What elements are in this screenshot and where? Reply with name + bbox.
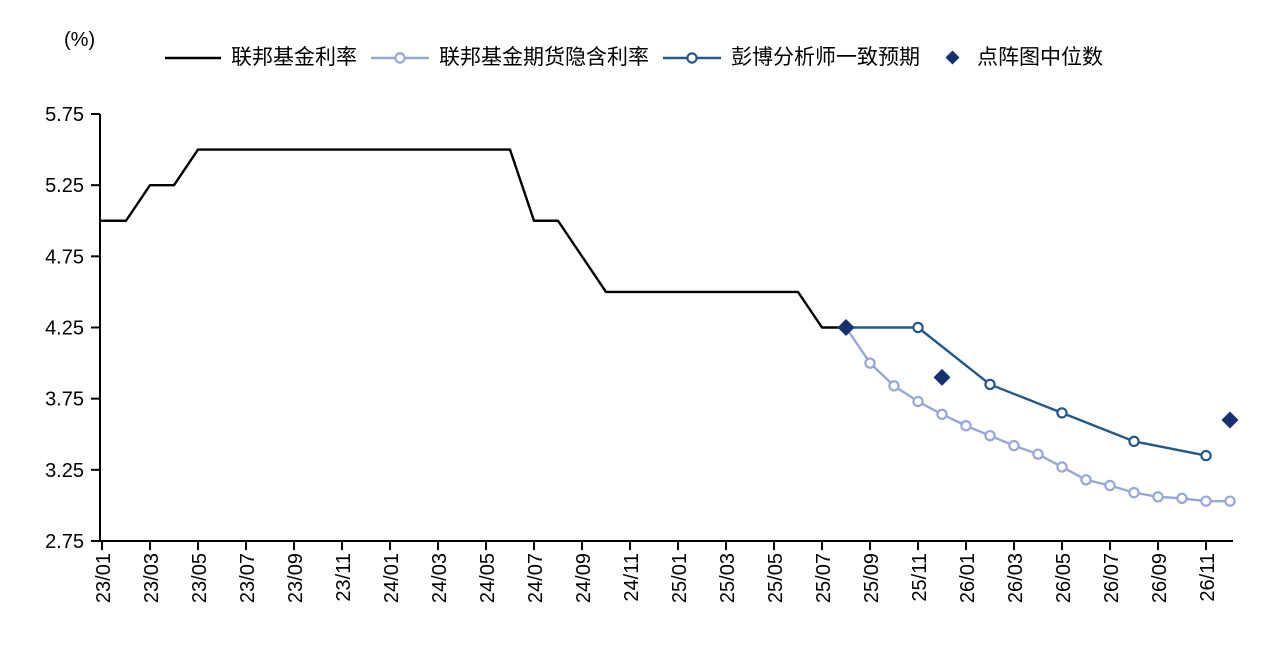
svg-text:5.75: 5.75 (45, 104, 84, 126)
svg-text:3.25: 3.25 (45, 460, 84, 482)
svg-text:24/09: 24/09 (573, 553, 595, 603)
svg-text:2.75: 2.75 (45, 531, 84, 553)
legend-item-futures-implied-rate: 联邦基金期货隐含利率 (370, 47, 649, 68)
legend-item-fed-funds-rate: 联邦基金利率 (164, 47, 357, 68)
legend-item-analyst-consensus: 彭博分析师一致预期 (662, 47, 920, 68)
svg-text:26/09: 26/09 (1149, 553, 1171, 603)
svg-text:23/09: 23/09 (285, 553, 307, 603)
svg-text:25/01: 25/01 (669, 553, 691, 603)
svg-text:4.25: 4.25 (45, 318, 84, 340)
legend-label-dot-plot-median: 点阵图中位数 (977, 46, 1103, 69)
svg-text:25/03: 25/03 (717, 553, 739, 603)
svg-text:5.25: 5.25 (45, 175, 84, 197)
light-blue-line-circle-swatch (371, 51, 429, 64)
svg-text:23/07: 23/07 (237, 553, 259, 603)
legend-label-analyst-consensus: 彭博分析师一致预期 (731, 46, 920, 69)
svg-text:24/11: 24/11 (621, 553, 643, 602)
svg-text:23/11: 23/11 (333, 553, 355, 602)
y-axis-unit-label: (%) (64, 29, 96, 51)
svg-text:26/01: 26/01 (957, 553, 979, 603)
svg-text:24/03: 24/03 (429, 553, 451, 603)
svg-text:26/03: 26/03 (1005, 553, 1027, 603)
svg-text:23/03: 23/03 (141, 553, 163, 603)
svg-text:24/07: 24/07 (525, 553, 547, 603)
svg-text:24/01: 24/01 (381, 553, 403, 603)
svg-text:23/01: 23/01 (93, 553, 115, 603)
svg-text:4.75: 4.75 (45, 246, 84, 268)
legend-label-fed-funds-rate: 联邦基金利率 (231, 46, 357, 69)
svg-text:24/05: 24/05 (477, 553, 499, 603)
svg-text:25/09: 25/09 (861, 553, 883, 603)
legend-item-dot-plot-median: 点阵图中位数 (933, 47, 1103, 68)
svg-text:26/07: 26/07 (1101, 553, 1123, 603)
svg-text:26/05: 26/05 (1053, 553, 1075, 603)
svg-text:25/07: 25/07 (813, 553, 835, 603)
svg-text:3.75: 3.75 (45, 389, 84, 411)
svg-text:25/11: 25/11 (909, 553, 931, 602)
chart-legend: 联邦基金利率 联邦基金期货隐含利率 彭博分析师一致预期 点阵图中位数 (0, 47, 1267, 68)
navy-line-circle-swatch (663, 51, 721, 64)
svg-text:25/05: 25/05 (765, 553, 787, 603)
svg-text:26/11: 26/11 (1197, 553, 1219, 602)
black-line-swatch (165, 56, 221, 59)
svg-text:23/05: 23/05 (189, 553, 211, 603)
legend-label-futures-implied-rate: 联邦基金期货隐含利率 (439, 46, 649, 69)
navy-diamond-swatch (945, 50, 960, 65)
